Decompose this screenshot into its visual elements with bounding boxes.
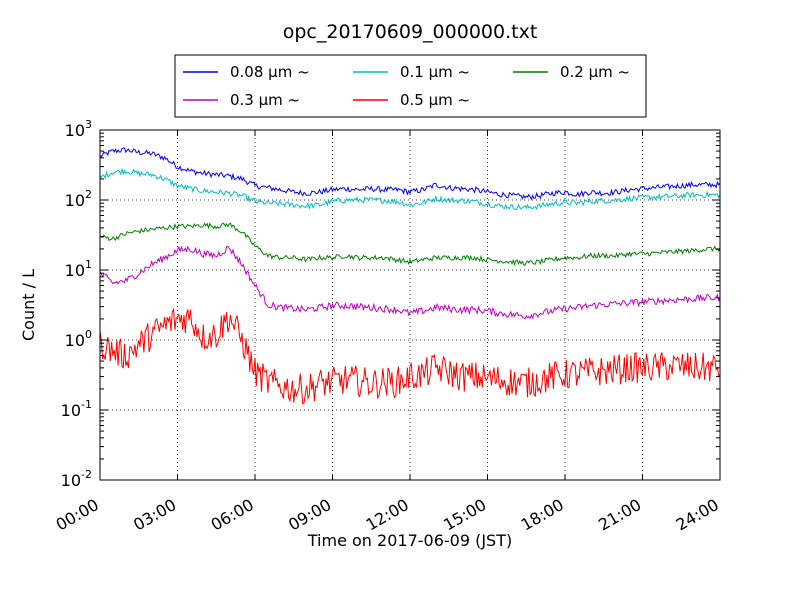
legend-frame bbox=[174, 54, 647, 118]
series-line bbox=[99, 147, 721, 201]
series-line bbox=[99, 245, 721, 320]
legend-label: 0.1 μm ~ bbox=[400, 63, 470, 81]
x-axis-label: Time on 2017-06-09 (JST) bbox=[307, 531, 512, 550]
legend-label: 0.08 μm ~ bbox=[230, 63, 310, 81]
series-line bbox=[99, 222, 721, 267]
legend-label: 0.2 μm ~ bbox=[560, 63, 630, 81]
grid-layer bbox=[100, 130, 720, 480]
chart-title: opc_20170609_000000.txt bbox=[283, 21, 538, 43]
legend-label: 0.5 μm ~ bbox=[400, 91, 470, 109]
legend: 0.08 μm ~ 0.1 μm ~ 0.2 μm ~ 0.3 μm ~ 0.5 μm … bbox=[174, 54, 647, 118]
series-layer bbox=[99, 147, 721, 405]
y-axis-label: Count / L bbox=[19, 269, 38, 341]
series-line bbox=[99, 307, 721, 405]
legend-label: 0.3 μm ~ bbox=[230, 91, 300, 109]
series-line bbox=[99, 167, 721, 211]
